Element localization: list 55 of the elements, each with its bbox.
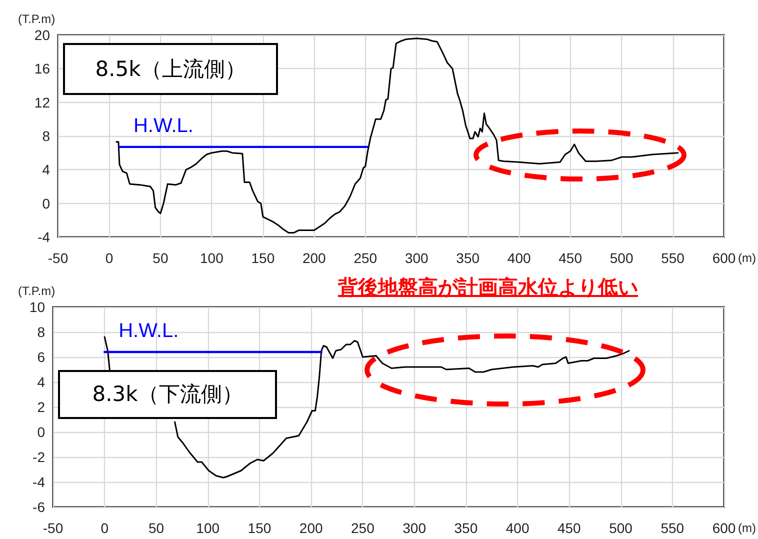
x-tick-label: 550	[661, 250, 685, 266]
x-tick-label: 500	[609, 520, 633, 536]
x-tick-label: 150	[251, 250, 275, 266]
x-tick-label: 0	[105, 250, 114, 266]
y-tick-label: 4	[42, 162, 50, 178]
x-tick-label: 150	[248, 520, 272, 536]
y-tick-label: -2	[32, 449, 46, 465]
series-label: H.W.L.	[133, 114, 194, 138]
x-tick-label: 400	[507, 250, 531, 266]
y-tick-label: 20	[34, 27, 50, 43]
x-tick-label: 0	[100, 520, 109, 536]
y-axis-title: (T.P.m)	[18, 12, 56, 26]
x-tick-label: 100	[200, 250, 224, 266]
annotation: 8.5k（上流側）	[95, 57, 246, 81]
x-tick-label: 200	[299, 520, 323, 536]
x-tick-label: 100	[196, 520, 220, 536]
x-tick-label: 350	[454, 520, 478, 536]
x-tick-label: 50	[148, 520, 164, 536]
x-tick-label: 450	[558, 250, 582, 266]
x-tick-label: 50	[152, 250, 168, 266]
x-tick-label: 450	[557, 520, 582, 536]
y-tick-label: 2	[37, 399, 46, 415]
x-tick-label: 500	[610, 250, 634, 266]
x-tick-label: 250	[354, 250, 378, 266]
y-tick-label: 12	[34, 94, 50, 110]
label-box: 8.5k（上流側）	[63, 43, 278, 95]
x-tick-label: -50	[48, 250, 68, 266]
y-tick-label: -4	[32, 474, 46, 490]
annotation: 8.3k（下流側）	[92, 382, 243, 406]
y-tick-label: -4	[38, 229, 50, 245]
y-tick-label: 6	[37, 349, 46, 365]
y-tick-label: -6	[32, 499, 46, 515]
x-tick-label: 600	[712, 250, 736, 266]
y-tick-label: 8	[37, 324, 46, 340]
x-tick-label: 400	[506, 520, 530, 536]
x-tick-label: 550	[660, 520, 684, 536]
y-tick-label: 4	[37, 374, 46, 390]
y-tick-label: 16	[34, 60, 50, 77]
y-axis-title: (T.P.m)	[18, 284, 56, 298]
x-tick-label: -50	[42, 520, 64, 536]
x-tick-label: 200	[302, 250, 326, 266]
y-tick-label: 10	[29, 299, 46, 315]
x-tick-label: 600	[712, 520, 736, 536]
text: 背後地盤高が計画高水位より低い	[336, 274, 639, 301]
x-tick-label: 300	[402, 520, 426, 536]
y-tick-label: 0	[37, 424, 46, 440]
y-tick-label: 8	[42, 128, 50, 144]
y-tick-label: 0	[42, 195, 50, 212]
x-tick-label: 350	[456, 250, 480, 266]
x-axis-title: (m)	[738, 251, 756, 265]
series-label: H.W.L.	[118, 320, 179, 343]
x-tick-label: 250	[351, 520, 375, 536]
x-axis-title: (m)	[738, 521, 756, 535]
label-box: 8.3k（下流側）	[58, 370, 277, 419]
x-tick-label: 300	[404, 250, 429, 266]
